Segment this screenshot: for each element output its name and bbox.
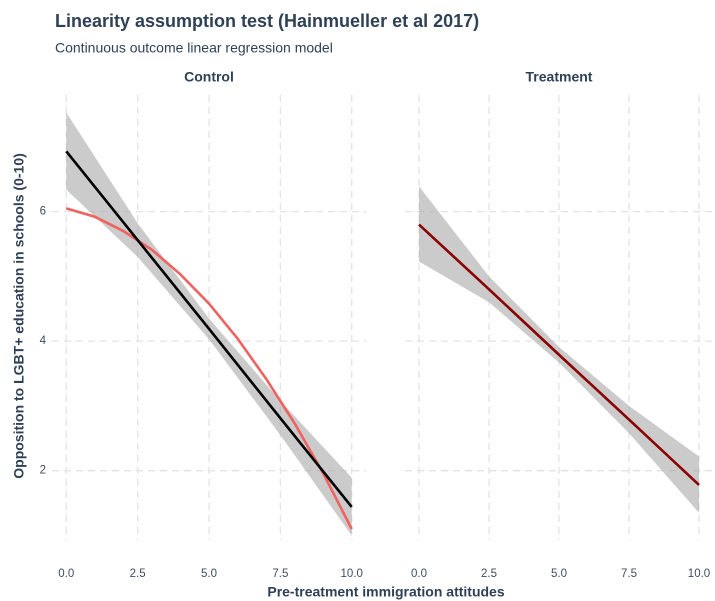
x-tick-label: 0.0	[58, 568, 74, 580]
chart-subtitle: Continuous outcome linear regression mod…	[55, 40, 333, 56]
confidence-band	[419, 186, 699, 513]
x-axis-label: Pre-treatment immigration attitudes	[267, 584, 504, 600]
x-tick-label: 7.5	[621, 568, 637, 580]
y-tick-label: 2	[40, 465, 46, 477]
x-tick-label: 7.5	[272, 568, 288, 580]
line	[65, 150, 353, 508]
line	[418, 223, 700, 486]
y-tick-label: 4	[40, 335, 47, 347]
y-axis-label: Opposition to LGBT+ education in schools…	[11, 153, 27, 479]
x-tick-label: 10.0	[688, 568, 710, 580]
x-tick-label: 2.5	[481, 568, 497, 580]
line	[65, 207, 353, 530]
x-tick-label: 5.0	[551, 568, 567, 580]
facet-title: Treatment	[526, 69, 593, 85]
x-tick-label: 5.0	[201, 568, 217, 580]
facet-title: Control	[184, 69, 234, 85]
x-tick-label: 0.0	[411, 568, 427, 580]
y-tick-label: 6	[40, 206, 46, 218]
chart-title: Linearity assumption test (Hainmueller e…	[55, 11, 479, 31]
confidence-band	[66, 112, 352, 536]
x-tick-label: 2.5	[130, 568, 146, 580]
x-tick-label: 10.0	[341, 568, 363, 580]
